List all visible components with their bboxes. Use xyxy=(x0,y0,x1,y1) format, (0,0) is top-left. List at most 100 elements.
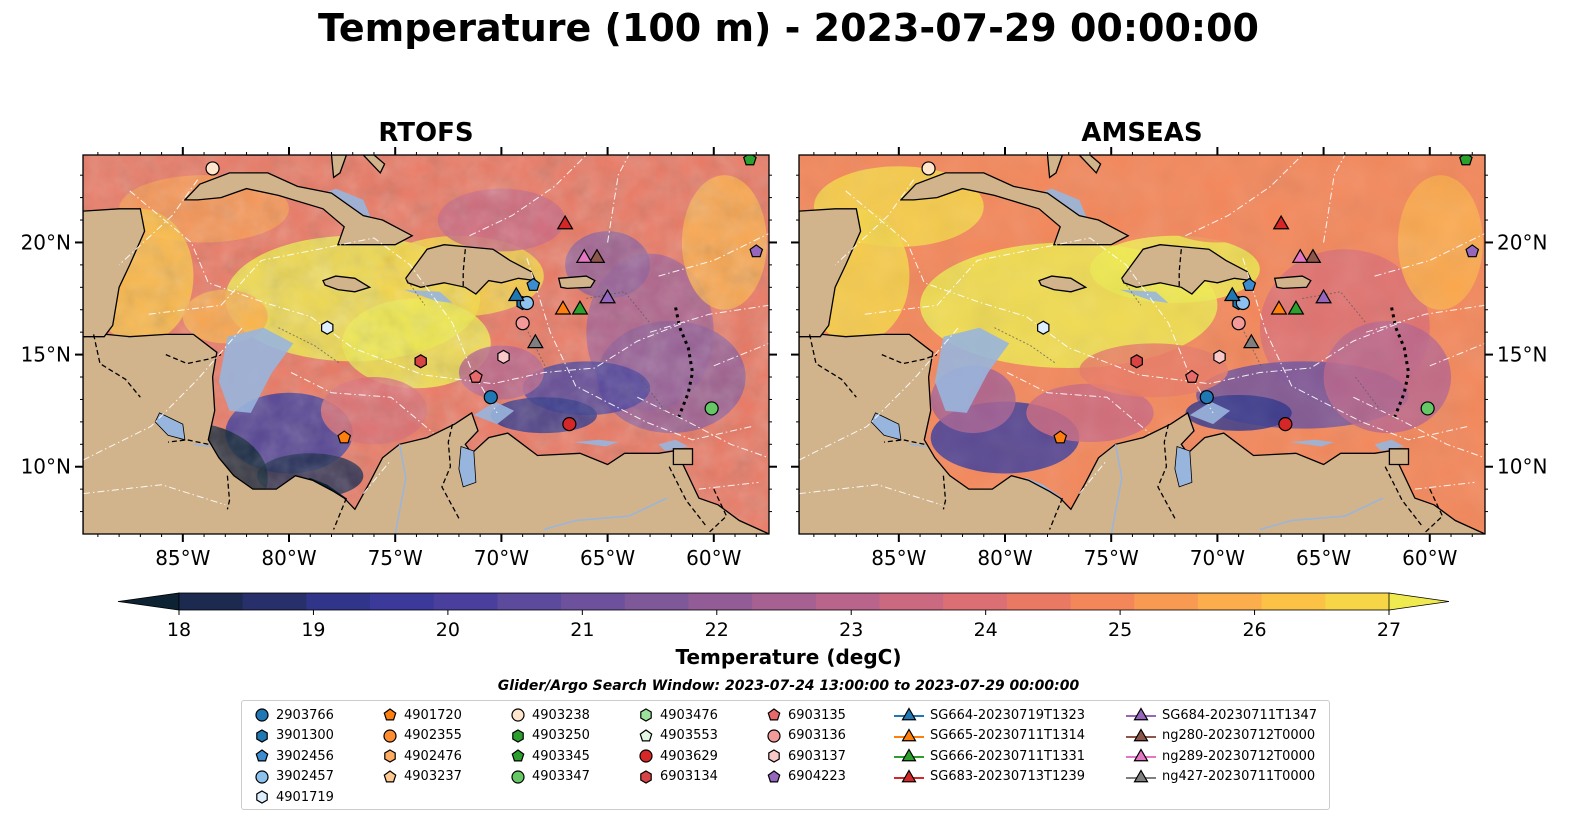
legend-item: SG665-20230711T1314 xyxy=(894,726,1085,747)
colorbar-extend-low xyxy=(117,592,180,611)
legend-label: 4903553 xyxy=(660,728,718,744)
eez-line xyxy=(1374,233,1485,277)
legend-item: 6904223 xyxy=(766,767,846,788)
legend-label: 4903238 xyxy=(532,707,590,723)
legend-item: 4903476 xyxy=(638,705,718,726)
argo-float-6904223 xyxy=(749,244,764,258)
eez-line xyxy=(845,190,1405,385)
bathymetry-contour xyxy=(639,376,666,412)
argo-float-4903347 xyxy=(704,401,719,416)
legend-item: 6903135 xyxy=(766,705,846,726)
panel-title-amseas: AMSEAS xyxy=(1081,118,1203,148)
x-tick-label: 80°W xyxy=(977,546,1032,570)
legend-column: 6903135 6903136 6903137 6904223 xyxy=(766,705,846,787)
legend-item: 4902355 xyxy=(382,726,462,747)
legend-marker xyxy=(256,790,268,804)
country-border xyxy=(92,334,141,398)
lake xyxy=(1174,445,1193,488)
glider-ng427-20230711T0000 xyxy=(1242,333,1260,349)
colorbar-tick-label: 21 xyxy=(570,619,594,641)
colorbar-segment xyxy=(497,593,562,610)
x-tick-label: 70°W xyxy=(1190,546,1245,570)
legend-marker xyxy=(894,769,924,783)
shallow-shelf xyxy=(473,401,515,425)
legend-label: 4903476 xyxy=(660,707,718,723)
eez-line xyxy=(148,237,498,414)
legend-item: 4903238 xyxy=(510,705,590,726)
eez-line xyxy=(658,233,769,277)
country-border xyxy=(1384,466,1422,526)
eez-line xyxy=(1185,155,1303,237)
legend-marker xyxy=(894,707,924,721)
x-tick-label: 80°W xyxy=(261,546,316,570)
legend-label: 3902457 xyxy=(276,769,334,785)
country-border xyxy=(441,423,460,519)
legend-label: SG684-20230711T1347 xyxy=(1162,707,1318,723)
legend-column: 4903238 4903250 4903345 4903347 xyxy=(510,705,590,787)
colorbar-segment xyxy=(1006,593,1072,610)
legend-item: 4903250 xyxy=(510,726,590,747)
glider-SG683-20230713T1239 xyxy=(1272,214,1290,230)
y-tick-label: 10°N xyxy=(1497,455,1547,479)
x-tick-label: 65°W xyxy=(1296,546,1351,570)
temperature-colorbar: 18 19 20 21 22 23 24 25 26 27 xyxy=(117,592,1450,641)
colorbar-segment xyxy=(943,593,1008,610)
eez-line xyxy=(834,179,915,266)
legend-item: 4901719 xyxy=(254,787,334,808)
legend-marker xyxy=(894,728,924,742)
glider-SG664-20230719T1323 xyxy=(1223,286,1241,302)
legend-label: 6903134 xyxy=(660,769,718,785)
land-trinidad xyxy=(672,448,694,466)
legend-label: ng427-20230711T0000 xyxy=(1162,769,1316,785)
legend-label: SG665-20230711T1314 xyxy=(930,728,1086,744)
argo-float-2903766 xyxy=(1199,390,1214,405)
legend-label: 4903250 xyxy=(532,728,590,744)
colorbar-tick-label: 25 xyxy=(1108,619,1132,641)
lesser-antilles xyxy=(674,307,695,421)
legend-item: ng280-20230712T0000 xyxy=(1126,726,1317,747)
country-border xyxy=(808,334,857,398)
glider-SG665-20230711T1314 xyxy=(1270,300,1288,315)
legend-marker xyxy=(511,770,525,784)
country-border xyxy=(165,353,222,365)
argo-float-6903134 xyxy=(1130,354,1143,369)
land-hispaniola xyxy=(1121,244,1253,295)
country-border xyxy=(706,488,728,534)
rtofs-map: 85°W 80°W 75°W 70°W 65°W 60°W 20°N 15°N 10°N xyxy=(21,147,777,570)
eez-line xyxy=(1429,342,1485,367)
legend-marker xyxy=(1126,707,1156,721)
eez-line xyxy=(1006,372,1150,434)
legend-item: 3902456 xyxy=(254,746,334,767)
glider-SG666-20230711T1331 xyxy=(571,300,589,315)
argo-float-6903135 xyxy=(469,369,483,383)
colorbar-frame xyxy=(178,592,1390,611)
river xyxy=(909,443,927,448)
colorbar-segment xyxy=(879,593,944,610)
legend-item: SG664-20230719T1323 xyxy=(894,705,1085,726)
legend-item: 3901300 xyxy=(254,726,334,747)
legend-label: 6904223 xyxy=(788,769,846,785)
eez-line xyxy=(526,258,753,441)
shallow-shelf xyxy=(218,327,294,413)
argo-float-4903629 xyxy=(562,417,577,432)
eez-line xyxy=(469,155,587,237)
legend-column: SG664-20230719T1323 SG665-20230711T1314 SG… xyxy=(894,705,1085,787)
land-puertoRico xyxy=(557,275,596,290)
legend-marker xyxy=(894,748,924,762)
eez-line xyxy=(118,179,199,266)
colorbar-segment xyxy=(1070,593,1135,610)
colorbar-tick-label: 27 xyxy=(1377,619,1401,641)
legend-column: SG684-20230711T1347 ng280-20230712T0000 ng… xyxy=(1126,705,1317,787)
legend-column: 4903476 4903553 4903629 6903134 xyxy=(638,705,718,787)
eez-line xyxy=(1365,304,1485,333)
argo-float-6903134 xyxy=(414,354,427,369)
land-trinidad xyxy=(1388,448,1410,466)
land-cuba xyxy=(183,172,414,246)
legend-marker xyxy=(512,729,524,743)
legend-label: 4903345 xyxy=(532,748,590,764)
eez-line xyxy=(799,327,959,461)
bathymetry-contour xyxy=(1121,278,1142,306)
glider-ng280-20230712T0000 xyxy=(588,248,606,264)
lesser-antilles xyxy=(1390,307,1411,421)
